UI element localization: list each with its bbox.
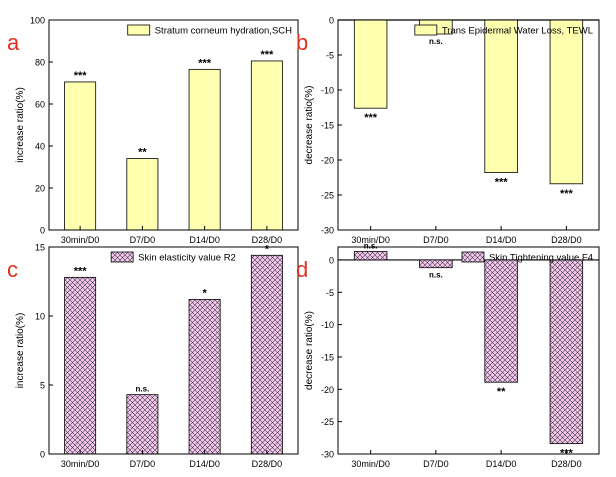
significance-label: * (202, 287, 207, 299)
significance-label: *** (74, 265, 88, 277)
y-tick-label: 60 (35, 100, 45, 110)
y-tick-label: 0 (40, 450, 45, 460)
panel-c: *** n.s. * * 0 5 10 15 30min/D0 D7/D0 D14/D0 D28/D0… (7, 243, 299, 469)
plot-frame (48, 246, 299, 455)
x-tick-label: D14/D0 (189, 459, 220, 469)
y-tick-label: 0 (329, 16, 334, 26)
panel-letter: c (7, 257, 18, 282)
y-tick-label: 0 (40, 226, 45, 236)
y-tick-label: 0 (329, 255, 334, 265)
x-tick-label: D7/D0 (423, 459, 449, 469)
legend-label: Skin elasticity value R2 (138, 253, 236, 264)
x-tick-label: 30min/D0 (61, 459, 100, 469)
significance-label: *** (74, 70, 88, 82)
y-axis-label: increase ratio(%) (15, 87, 26, 163)
bar-d-1 (353, 251, 388, 261)
bar-b-3 (484, 19, 518, 174)
significance-label: n.s. (429, 37, 443, 46)
significance-label: *** (495, 177, 509, 189)
bar-a-4 (250, 60, 283, 231)
significance-label: ** (138, 147, 147, 159)
bar-c-4 (250, 254, 283, 455)
significance-label: *** (364, 112, 378, 124)
significance-label: ** (497, 386, 506, 398)
bar-a-3 (188, 68, 221, 231)
x-tick-label: D14/D0 (486, 459, 517, 469)
bar-a-1 (64, 81, 97, 231)
x-tick-label: D7/D0 (423, 235, 449, 245)
x-tick-label: D7/D0 (130, 459, 156, 469)
y-tick-label: -20 (321, 385, 334, 395)
y-tick-label: 80 (35, 58, 45, 68)
y-tick-label: -10 (321, 86, 334, 96)
legend-swatch (461, 251, 485, 263)
legend-label: Trans Epidermal Water Loss, TEWL (442, 26, 593, 37)
significance-label: n.s. (429, 271, 443, 280)
bar-c-1 (64, 276, 97, 455)
y-tick-label: -10 (321, 320, 334, 330)
y-tick-label: -5 (326, 288, 334, 298)
x-tick-label: D14/D0 (486, 235, 517, 245)
y-tick-label: 10 (35, 312, 45, 322)
plot-frame (48, 19, 299, 231)
x-tick-label: 30min/D0 (61, 235, 100, 245)
legend-swatch (414, 24, 438, 36)
panel-b: *** n.s. *** *** -30 -25 -20 -15 -10 -5 0 30min/D0 D… (296, 16, 600, 245)
plot-frame (337, 246, 600, 455)
significance-label: *** (560, 188, 574, 200)
significance-label: n.s. (364, 242, 378, 251)
bar-c-3 (188, 299, 221, 455)
legend: Stratum corneum hydration,SCH (127, 24, 292, 37)
legend-label: Stratum corneum hydration,SCH (155, 26, 292, 37)
significance-label: *** (198, 57, 212, 69)
significance-label: n.s. (135, 385, 149, 394)
x-tick-label: D7/D0 (130, 235, 156, 245)
panel-letter: a (7, 30, 20, 55)
x-tick-label: D28/D0 (252, 235, 283, 245)
bar-c-2 (126, 394, 159, 455)
y-tick-label: 5 (40, 381, 45, 391)
y-tick-label: -5 (326, 51, 334, 61)
y-tick-label: 15 (35, 243, 45, 253)
panel-letter: d (296, 257, 308, 282)
legend-label: Skin Tightening value F4 (489, 253, 593, 264)
x-tick-label: D28/D0 (551, 235, 582, 245)
legend: Skin elasticity value R2 (110, 251, 236, 264)
y-tick-label: -30 (321, 226, 334, 236)
bar-d-2 (419, 259, 453, 269)
y-axis-label: decrease ratio(%) (304, 311, 315, 390)
y-tick-label: -15 (321, 121, 334, 131)
x-tick-label: D28/D0 (252, 459, 283, 469)
y-tick-label: -25 (321, 417, 334, 427)
y-axis-label: decrease ratio(%) (304, 86, 315, 165)
bar-b-1 (353, 19, 388, 109)
legend: Trans Epidermal Water Loss, TEWL (414, 24, 593, 37)
x-tick-label: D14/D0 (189, 235, 220, 245)
y-tick-label: -30 (321, 450, 334, 460)
y-axis-label: increase ratio(%) (15, 313, 26, 389)
significance-label: *** (260, 49, 274, 61)
significance-label: * (265, 243, 270, 255)
y-tick-label: -25 (321, 191, 334, 201)
y-tick-label: -15 (321, 352, 334, 362)
y-tick-label: 20 (35, 184, 45, 194)
x-tick-label: D28/D0 (551, 459, 582, 469)
bar-a-2 (126, 158, 159, 231)
bar-b-4 (549, 19, 584, 185)
x-tick-label: 30min/D0 (351, 235, 390, 245)
bar-d-3 (484, 259, 518, 383)
legend: Skin Tightening value F4 (461, 251, 593, 264)
legend-swatch (127, 24, 151, 36)
y-tick-label: 100 (30, 16, 45, 26)
y-tick-label: 40 (35, 142, 45, 152)
legend-swatch (110, 251, 134, 263)
x-tick-label: 30min/D0 (351, 459, 390, 469)
bar-d-4 (549, 259, 584, 445)
panel-letter: b (296, 30, 308, 55)
y-tick-label: -20 (321, 156, 334, 166)
